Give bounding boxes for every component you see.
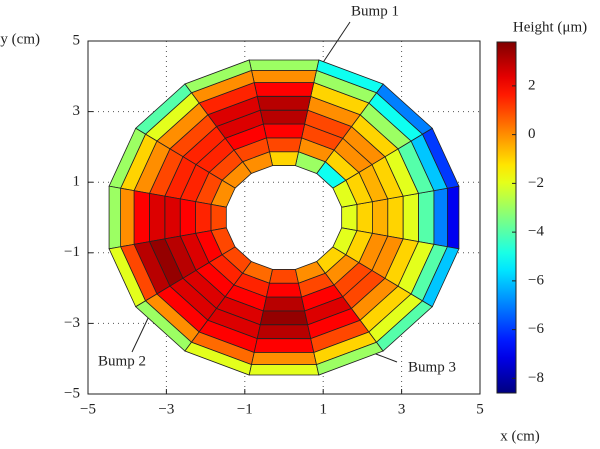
y-tick-label: −3 [64, 315, 80, 331]
mesh-cell [250, 352, 318, 366]
mesh-cell [341, 203, 358, 232]
mesh-cell [179, 198, 196, 237]
colorbar-tick-label: 2 [528, 77, 536, 93]
y-tick-label: −1 [64, 244, 80, 260]
colorbar [496, 41, 517, 394]
x-tick-label: 3 [398, 401, 406, 417]
y-tick-label: 3 [73, 103, 81, 119]
mesh-cell [418, 190, 435, 245]
mesh-cell [259, 109, 309, 125]
plot-frame [87, 40, 481, 395]
colorbar-tick-label: −4 [528, 224, 544, 240]
y-tick-label: −5 [64, 385, 80, 401]
mesh-cell [402, 192, 419, 243]
mesh-cell [372, 198, 389, 237]
mesh-cell [433, 187, 448, 248]
colorbar-tick-label: −8 [528, 370, 544, 386]
mesh-cell [422, 246, 460, 308]
x-tick-label: −5 [80, 401, 96, 417]
mesh-cell [356, 201, 373, 234]
mesh-cell [259, 310, 309, 326]
mesh-cell [108, 185, 122, 250]
mesh-cell [262, 123, 306, 139]
mesh-cell [256, 95, 312, 111]
x-tick-label: −3 [158, 401, 174, 417]
annotation: Bump 1 [351, 3, 399, 19]
mesh-cell [164, 195, 181, 240]
colorbar-tick-label: −2 [528, 175, 544, 191]
x-tick-label: −1 [237, 401, 253, 417]
mesh-cell [210, 203, 227, 232]
mesh-cell [446, 185, 460, 250]
x-tick-label: 5 [476, 401, 484, 417]
mesh-cell [149, 192, 166, 243]
mesh-cell [195, 201, 212, 234]
mesh-cell [248, 364, 320, 376]
mesh-cell [268, 269, 300, 284]
y-tick-label: 5 [73, 32, 81, 48]
mesh-cell [248, 59, 320, 71]
mesh-cell [133, 190, 150, 245]
colorbar-tick-label: 0 [528, 126, 536, 142]
mesh-cell [262, 296, 306, 312]
x-tick-label: 1 [319, 401, 327, 417]
colorbar-title: Height (μm) [513, 19, 587, 35]
mesh-cell [265, 137, 303, 153]
mesh-cell [253, 338, 315, 353]
colorbar-tick-label: −6 [528, 321, 544, 337]
mesh-cell [265, 282, 303, 298]
annotation: Bump 2 [98, 353, 146, 369]
mesh-cell [387, 195, 404, 240]
colorbar-tick-label: −6 [528, 272, 544, 288]
mesh-cell [256, 324, 312, 340]
mesh-cell [120, 187, 135, 248]
x-axis-label: x (cm) [500, 428, 540, 444]
mesh-cell [268, 151, 300, 166]
mesh-cell [253, 82, 315, 97]
annotation: Bump 3 [408, 359, 456, 375]
y-axis-label: y (cm) [0, 31, 40, 47]
mesh-cell [250, 69, 318, 83]
y-tick-label: 1 [73, 174, 81, 190]
